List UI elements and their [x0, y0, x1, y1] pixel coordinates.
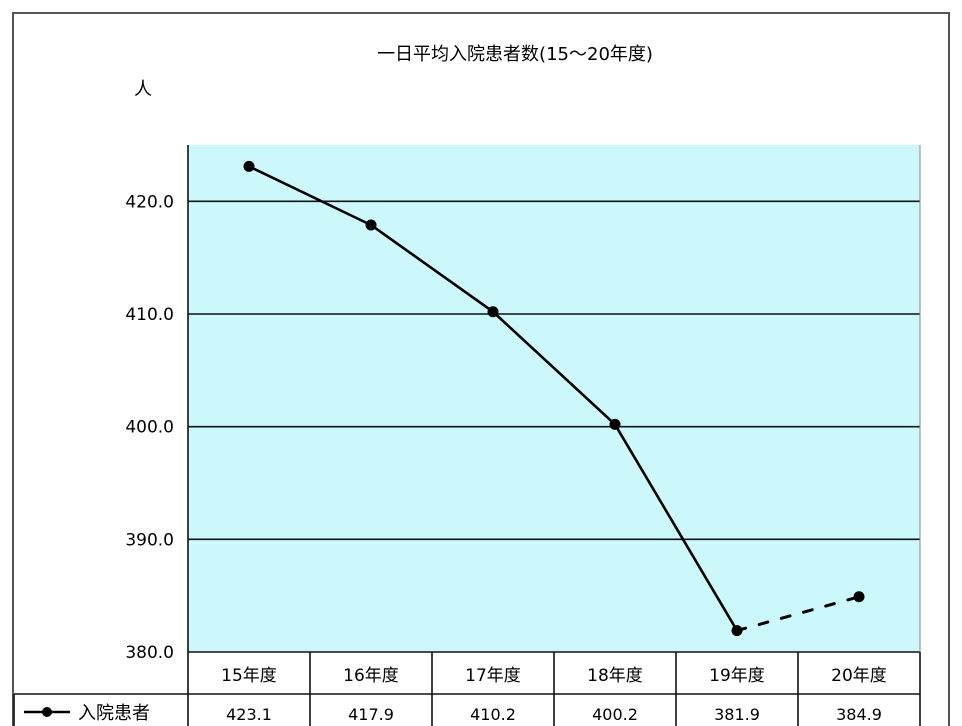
y-tick-label: 420.0 — [125, 192, 174, 212]
x-category-label: 19年度 — [709, 666, 765, 686]
series-points — [243, 160, 865, 637]
series-segment — [613, 423, 739, 632]
x-category-label: 18年度 — [587, 666, 643, 686]
gridlines — [188, 200, 920, 541]
data-value-label: 400.2 — [592, 705, 638, 724]
y-tick-label: 380.0 — [125, 643, 174, 663]
x-category-label: 16年度 — [343, 666, 399, 686]
legend-marker — [42, 707, 52, 717]
data-point — [487, 306, 499, 318]
data-value-label: 384.9 — [836, 705, 882, 724]
data-point — [731, 625, 743, 637]
series-lines — [247, 165, 861, 633]
data-point — [243, 160, 255, 172]
data-value-label: 423.1 — [226, 705, 272, 724]
data-value-label: 381.9 — [714, 705, 760, 724]
data-table: 15年度 16年度 17年度 18年度 19年度 20年度 423.1 417.9 410.2 4… — [13, 145, 921, 726]
series-segment — [247, 165, 373, 227]
series-segment — [491, 310, 617, 426]
y-tick-label: 400.0 — [125, 418, 174, 438]
y-axis-unit-label: 人 — [134, 79, 152, 100]
y-tick-label: 390.0 — [125, 530, 174, 550]
data-value-label: 410.2 — [470, 705, 516, 724]
legend-series-name: 入院患者 — [78, 703, 150, 724]
data-point — [853, 591, 865, 603]
series-segment — [369, 223, 495, 314]
plot-area — [188, 145, 920, 652]
x-category-label: 20年度 — [831, 666, 887, 686]
data-value-label: 417.9 — [348, 705, 394, 724]
chart-title: 一日平均入院患者数(15〜20年度) — [377, 44, 653, 65]
chart-frame — [12, 12, 950, 726]
y-tick-label: 410.0 — [125, 305, 174, 325]
y-tick-labels: 380.0 390.0 400.0 410.0 420.0 — [125, 192, 174, 663]
x-category-label: 17年度 — [465, 666, 521, 686]
x-category-label: 15年度 — [221, 666, 277, 686]
data-point — [365, 219, 377, 231]
data-point — [609, 418, 621, 430]
